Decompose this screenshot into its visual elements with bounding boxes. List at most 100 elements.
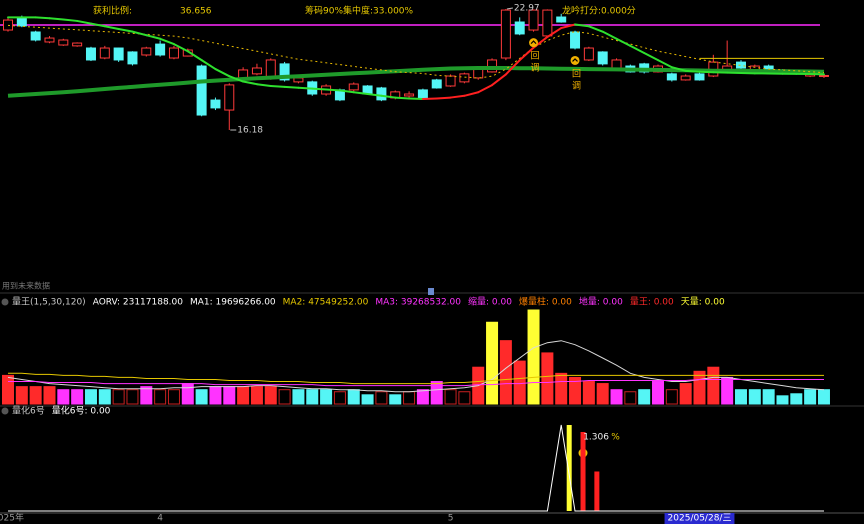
volume-bar — [582, 381, 595, 405]
signal-icon — [570, 55, 580, 65]
ma-line-segment — [657, 59, 673, 69]
volume-bar — [140, 386, 153, 405]
candle-body — [583, 47, 594, 61]
candle-body — [542, 9, 553, 37]
candle-body — [348, 83, 359, 91]
ma-line-segment — [601, 30, 618, 40]
signal-icon-arrow — [572, 58, 578, 62]
header-text: AORV: 23117188.00 — [93, 298, 184, 308]
ma-line-segment — [255, 83, 272, 87]
ma-line-segment — [546, 27, 563, 38]
volume-bar — [154, 389, 167, 405]
ma-line-segment — [629, 44, 646, 55]
candle-body — [459, 73, 470, 83]
cursor-date: 2025/05/28/三 — [668, 514, 732, 524]
volume-bar — [610, 389, 623, 405]
panel-icon[interactable] — [1, 407, 9, 415]
splitter-handle[interactable] — [428, 288, 434, 295]
ma-line-segment — [34, 16, 51, 20]
ma-line-segment — [228, 75, 245, 83]
ma-line-segment — [684, 69, 701, 73]
indicator-unit-label: % — [611, 433, 620, 443]
candle-body — [127, 51, 138, 65]
candle-body — [72, 42, 83, 47]
panel-icon[interactable] — [1, 298, 9, 306]
candle-body — [818, 74, 829, 77]
volume-bar — [817, 389, 830, 405]
ma-line-segment — [214, 68, 231, 78]
indicator-value-label: 1.306 — [583, 433, 609, 443]
ma-line-segment — [491, 73, 507, 87]
volume-bar — [416, 389, 429, 405]
ma-line-segment — [504, 59, 521, 76]
volume-bar — [57, 389, 70, 405]
volume-bar — [195, 389, 208, 405]
signal-icon-arrow — [530, 40, 537, 45]
volume-bar — [126, 389, 139, 405]
volume-bar — [292, 389, 305, 405]
volume-bar — [84, 389, 97, 405]
ma-line-segment — [186, 50, 203, 62]
ma-line-segment — [117, 27, 134, 33]
volume-bar — [458, 391, 471, 405]
candle-body — [487, 59, 498, 73]
candle-body — [404, 93, 415, 97]
volume-bar — [264, 386, 277, 405]
volume-bar — [555, 372, 568, 405]
signal-icon — [529, 38, 539, 48]
candle-body — [556, 16, 567, 23]
indicator-bar — [580, 431, 586, 511]
volume-bar — [375, 391, 388, 405]
ma-line-segment — [615, 37, 632, 47]
volume-bar — [71, 389, 84, 405]
candle-body — [500, 9, 511, 59]
header-text: 量王(1,5,30,120) — [12, 297, 86, 308]
ma-line-segment — [587, 25, 604, 33]
cursor-date-box — [664, 513, 735, 524]
volume-bar — [167, 389, 180, 405]
volume-ma-line — [8, 379, 824, 387]
volume-bar — [721, 376, 734, 405]
header-text: MA1: 19696266.00 — [190, 298, 276, 308]
volume-bar — [707, 366, 720, 405]
top-stat: 获利比例: — [93, 5, 132, 17]
candle-body — [44, 37, 55, 43]
top-stat: 36.656 — [180, 7, 212, 17]
ma-line-segment — [408, 97, 424, 100]
header-text: 量化6号 — [12, 405, 45, 417]
volume-bar — [499, 340, 512, 405]
volume-bar — [693, 370, 706, 405]
candle-body — [528, 9, 539, 31]
header-text: MA2: 47549252.00 — [283, 298, 369, 308]
volume-bar — [250, 386, 263, 405]
volume-bar — [804, 389, 817, 405]
volume-bar — [403, 391, 416, 405]
candle-body — [99, 47, 110, 59]
ma-line-segment — [145, 34, 162, 40]
header-text: 地量: 0.00 — [579, 296, 623, 308]
volume-bar — [569, 376, 582, 405]
future-data-note: 用到未来数据 — [2, 281, 50, 291]
candle-body — [694, 73, 705, 81]
volume-bar — [389, 394, 402, 405]
volume-bar — [665, 389, 678, 405]
ma-line-segment — [89, 22, 106, 28]
ma-line-segment — [338, 89, 355, 94]
ma-line-segment — [435, 96, 452, 100]
candle-body — [58, 39, 69, 46]
ma-line-segment — [380, 94, 397, 99]
candle-body — [666, 73, 677, 81]
ma-line-segment — [76, 19, 92, 25]
volume-bar — [361, 394, 374, 405]
volume-bar — [43, 386, 56, 405]
candle-body — [155, 43, 166, 56]
ma-line-segment — [172, 43, 189, 53]
ma-line-segment — [159, 37, 175, 46]
header-text: 缩量: 0.00 — [468, 296, 512, 308]
annotation-pointer — [506, 7, 513, 10]
candle-body — [293, 77, 304, 83]
candle-body — [3, 19, 13, 31]
volume-bar — [209, 386, 222, 405]
ma-line-segment — [283, 85, 300, 89]
